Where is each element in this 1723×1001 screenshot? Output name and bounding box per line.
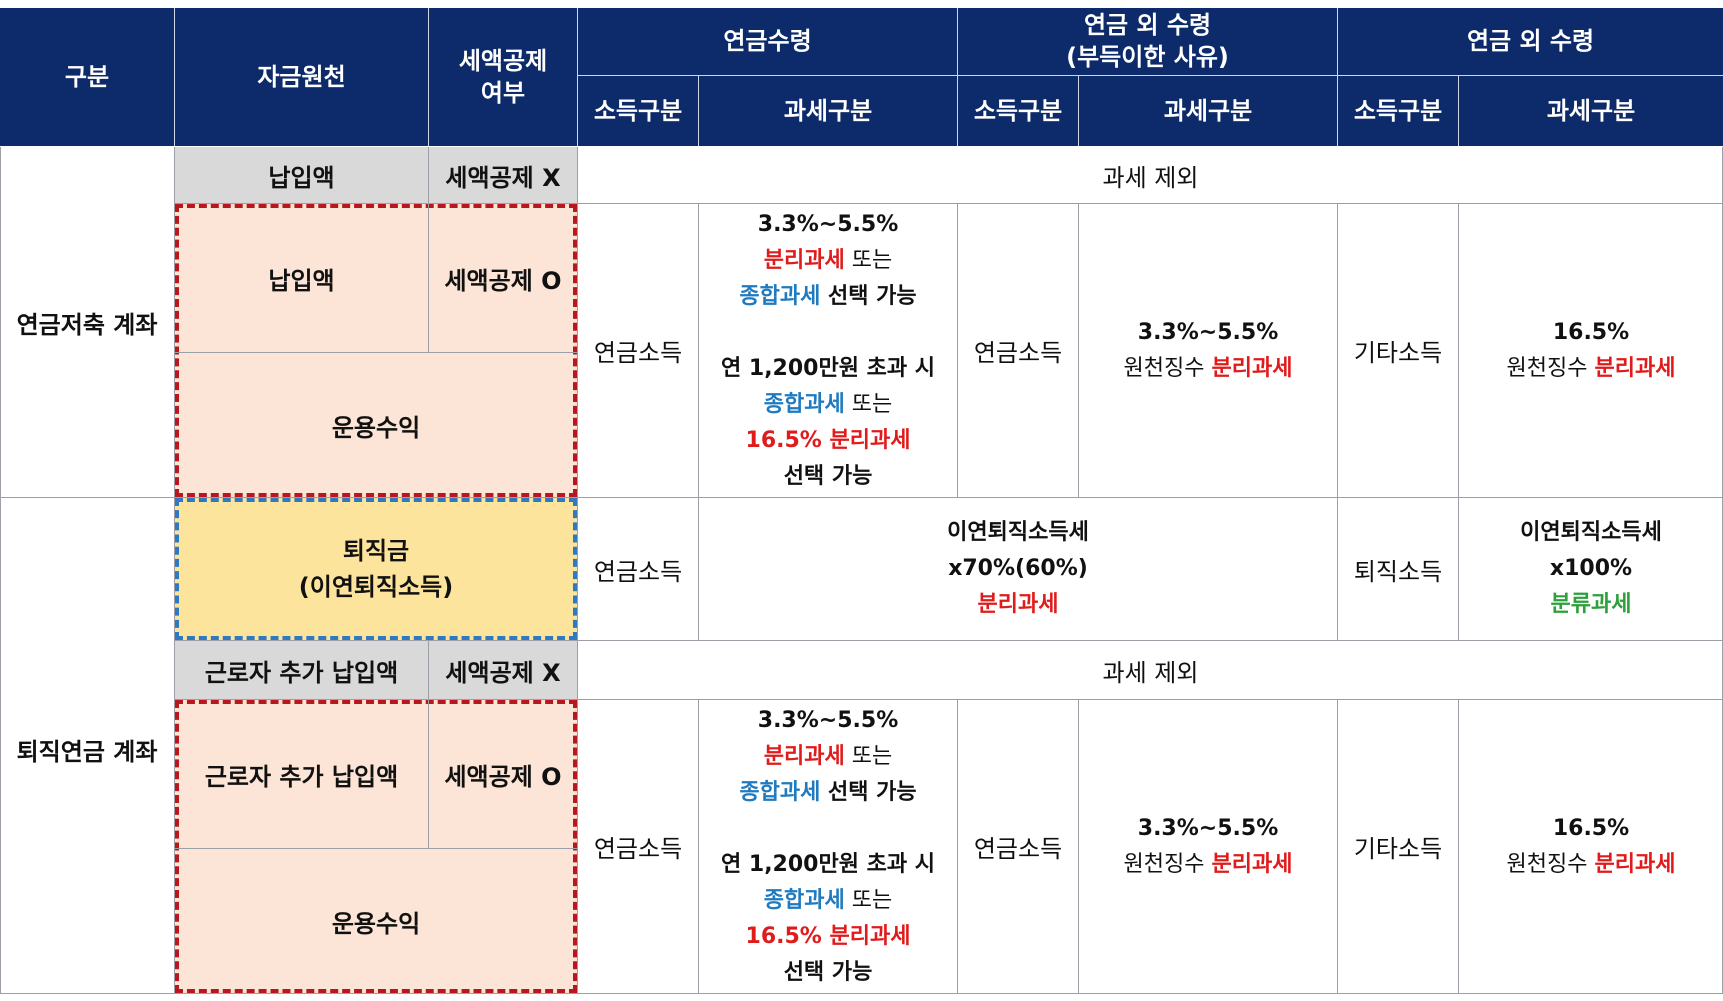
s1-other-income: 기타소득: [1353, 339, 1443, 367]
s2-retirement-tax: 이연퇴직소득세 x100% 분류과세: [1520, 520, 1662, 617]
s1-other-tax: 16.5% 원천징수 분리과세: [1506, 319, 1676, 381]
s1-contribution-credit: 납입액: [175, 204, 428, 352]
section-retirement-label: 퇴직연금 계좌: [16, 738, 158, 766]
s1-contribution-no-credit: 납입액: [175, 147, 428, 203]
header-income-type-2: 소득구분: [958, 76, 1078, 146]
s2-retirement-income: 퇴직소득: [1353, 557, 1443, 586]
s2-other-tax: 16.5% 원천징수 분리과세: [1506, 815, 1676, 877]
header-non-pension-unavoidable: 연금 외 수령 (부득이한 사유): [958, 8, 1337, 75]
header-tax-type-2: 과세구분: [1079, 76, 1337, 146]
s1-pension-tax-detail: 3.3%~5.5% 분리과세 또는 종합과세 선택 가능 연 1,200만원 초…: [699, 204, 957, 497]
s2-unavoidable-tax: 3.3%~5.5% 원천징수 분리과세: [1123, 815, 1293, 877]
s1-tax-excluded: 과세 제외: [1102, 163, 1199, 192]
header-tax-type-1: 과세구분: [699, 76, 957, 146]
s2-investment-return: 운용수익: [175, 849, 577, 993]
header-tax-type-3: 과세구분: [1459, 76, 1723, 146]
header-non-pension: 연금 외 수령: [1338, 8, 1723, 75]
s2-other-income: 기타소득: [1353, 835, 1443, 863]
header-fund-source: 자금원천: [175, 8, 428, 146]
header-income-type-3: 소득구분: [1338, 76, 1458, 146]
s1-16-5-separate: 16.5% 분리과세: [745, 427, 911, 453]
s2-credit-x: 세액공제 X: [429, 641, 577, 699]
header-income-type-1: 소득구분: [578, 76, 698, 146]
header-pension-receipt: 연금수령: [578, 8, 957, 75]
s2-severance: 퇴직금 (이연퇴직소득): [175, 498, 577, 640]
s1-pension-income: 연금소득: [593, 339, 683, 367]
s2-unavoidable-income: 연금소득: [973, 835, 1063, 863]
section-pension-savings-label: 연금저축 계좌: [16, 310, 158, 339]
s1-global-or: 종합과세 또는: [763, 391, 893, 417]
s2-severance-tax: 이연퇴직소득세 x70%(60%) 분리과세: [947, 520, 1089, 617]
header-category: 구분: [0, 8, 174, 146]
s1-credit-o: 세액공제 O: [429, 204, 577, 352]
s1-threshold-line: 연 1,200만원 초과 시: [720, 355, 935, 381]
s1-choice-possible: 선택 가능: [783, 463, 873, 489]
s1-rate-line: 3.3%~5.5%: [757, 211, 899, 237]
s1-credit-x: 세액공제 X: [429, 147, 577, 203]
s1-separate-or: 분리과세 또는: [763, 247, 893, 273]
s2-extra-no-credit: 근로자 추가 납입액: [175, 641, 428, 699]
s2-credit-o: 세액공제 O: [429, 700, 577, 848]
header-tax-credit: 세액공제 여부: [429, 8, 577, 146]
s1-global-choice: 종합과세 선택 가능: [739, 283, 917, 309]
s2-severance-income: 연금소득: [593, 557, 683, 586]
s2-tax-excluded: 과세 제외: [1102, 658, 1199, 687]
s2-extra-credit: 근로자 추가 납입액: [175, 700, 428, 848]
s2-pension-tax-detail: 3.3%~5.5% 분리과세 또는 종합과세 선택 가능 연 1,200만원 초…: [720, 707, 935, 985]
s1-unavoidable-income: 연금소득: [973, 339, 1063, 367]
s1-investment-return: 운용수익: [175, 353, 577, 497]
s1-unavoidable-tax: 3.3%~5.5% 원천징수 분리과세: [1123, 319, 1293, 381]
s2-pension-income: 연금소득: [593, 835, 683, 863]
